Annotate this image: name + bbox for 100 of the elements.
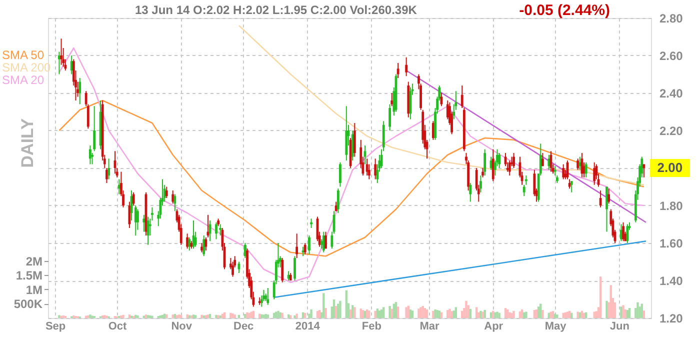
candlestick [396,62,400,78]
bar [345,290,348,318]
y-tick-label: 1.80 [660,199,684,213]
candlestick [593,162,596,186]
bar [392,304,396,318]
candlestick [353,122,356,158]
text: DAILY [18,118,37,168]
candlestick [562,164,565,180]
y-tick-label: 1.40 [660,274,684,288]
candlestick [310,218,312,228]
bar [446,310,449,318]
bar [310,309,312,318]
bar [595,311,598,318]
bar [540,304,542,318]
y-tick-label: 1.60 [660,236,684,250]
candlestick [570,180,573,193]
y2-tick-label: 2M [26,254,42,268]
bar [194,315,197,318]
bar [382,307,385,318]
bar [178,314,180,318]
candlestick [294,256,296,281]
bar [407,306,410,318]
text: SMA 200 [2,60,52,74]
candlestick [440,92,443,107]
candlestick [512,152,515,168]
bar [552,311,554,318]
candlestick [93,106,96,152]
candlestick [576,158,580,170]
candlestick [480,175,482,193]
candlestick [541,152,544,167]
bar [424,308,426,318]
candlestick [548,154,550,170]
bar [628,308,631,318]
bar [339,300,342,318]
candlestick [266,288,270,306]
candlestick [219,224,222,236]
candlestick [508,160,511,176]
x-tick-label: Mar [420,320,440,332]
bar [636,302,639,318]
candlestick [554,166,556,176]
bar [277,310,280,318]
candlestick [281,258,284,283]
candlestick [366,158,368,176]
bar [405,307,408,318]
candlestick [204,236,208,251]
candlestick [622,222,624,242]
bar [554,314,556,318]
candlestick [460,85,464,108]
y-tick-label: 2.20 [660,124,684,138]
y-tick-label: 2.40 [660,86,684,100]
candlestick [498,152,500,168]
candlestick [324,231,327,250]
y2-tick-label: 1.5M [16,268,42,283]
bar [535,309,538,318]
x-tick-label: Dec [233,320,254,332]
bar [469,308,472,318]
bar [378,310,381,318]
annotation: 2.00 [657,160,683,175]
y-tick-label: 2.60 [660,49,684,63]
candlestick [132,192,135,206]
line-series [58,100,645,257]
chart-title: 13 Jun 14 O:2.02 H:2.02 L:1.95 C:2.00 Vol:260.39K [135,3,418,17]
y2-tick-label: 1M [26,282,42,297]
text: SMA 50 [2,48,44,62]
bar [599,276,602,318]
chart-subtitle: -0.05 (2.44%) [519,2,610,19]
bar [426,309,428,318]
bar [290,315,292,318]
y-tick-label: 2.80 [660,12,684,26]
bar [520,309,524,318]
bar [518,311,522,318]
bar [614,302,616,318]
candlestick [304,242,306,255]
x-tick-label: Apr [484,320,504,332]
candlestick [106,168,108,184]
bar [642,310,646,318]
candlestick [78,78,82,105]
candlestick [308,235,310,255]
candlestick [522,184,526,197]
candlestick [584,162,588,178]
bar [388,306,391,318]
bar [550,312,552,318]
candlestick [484,148,486,176]
bar [467,305,470,318]
bar [390,308,393,318]
bar [396,306,400,318]
bar [322,293,325,318]
bar [465,300,468,318]
bar [308,314,310,318]
line-series [58,47,645,284]
bar [332,299,336,318]
candlestick [374,158,377,180]
candlestick [606,186,608,232]
x-tick-label: Jun [610,320,630,332]
candlestick [60,38,62,66]
x-tick-label: May [544,320,568,332]
candlestick [215,222,218,240]
bar [230,312,232,318]
x-tick-label: Feb [362,320,382,332]
y-tick-label: 1.20 [660,312,684,326]
